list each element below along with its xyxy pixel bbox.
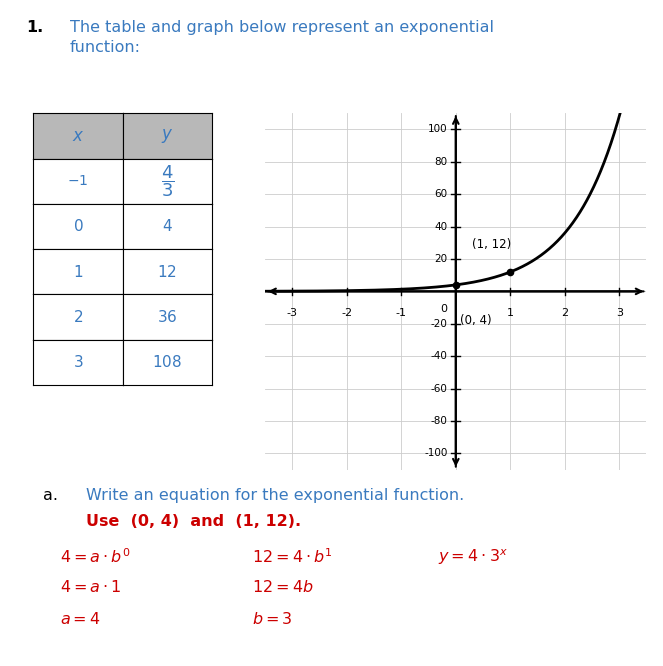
Text: Use  (0, 4)  and  (1, 12).: Use (0, 4) and (1, 12). — [86, 514, 301, 529]
Text: 80: 80 — [434, 157, 448, 166]
Text: $y$: $y$ — [161, 127, 174, 145]
Text: -1: -1 — [396, 308, 407, 318]
Text: $-1$: $-1$ — [67, 174, 89, 188]
Text: 1: 1 — [507, 308, 514, 318]
Text: $0$: $0$ — [72, 218, 84, 234]
Text: $b = 3$: $b = 3$ — [252, 611, 292, 627]
Text: $4$: $4$ — [162, 218, 173, 234]
Text: $108$: $108$ — [152, 354, 182, 370]
Text: $x$: $x$ — [72, 127, 84, 145]
Text: a.: a. — [43, 488, 58, 503]
Text: 3: 3 — [616, 308, 623, 318]
Text: -60: -60 — [431, 384, 448, 394]
Text: -3: -3 — [287, 308, 298, 318]
Text: -20: -20 — [431, 319, 448, 329]
Text: $2$: $2$ — [73, 309, 83, 325]
Text: $12 = 4 \cdot b^1$: $12 = 4 \cdot b^1$ — [252, 547, 333, 566]
Text: $a = 4$: $a = 4$ — [60, 611, 100, 627]
Text: -80: -80 — [431, 416, 448, 426]
Text: 20: 20 — [434, 254, 448, 264]
Text: -2: -2 — [341, 308, 353, 318]
Text: $y = 4 \cdot 3^x$: $y = 4 \cdot 3^x$ — [438, 547, 508, 567]
Text: 0: 0 — [441, 304, 448, 314]
Text: $3$: $3$ — [73, 354, 83, 370]
Text: $12$: $12$ — [158, 264, 177, 280]
Text: -40: -40 — [431, 351, 448, 361]
Text: (1, 12): (1, 12) — [472, 238, 511, 251]
Text: 2: 2 — [561, 308, 568, 318]
Text: $1$: $1$ — [73, 264, 83, 280]
Text: $4 = a \cdot b^0$: $4 = a \cdot b^0$ — [60, 547, 130, 566]
Text: $36$: $36$ — [157, 309, 178, 325]
Text: -100: -100 — [424, 448, 448, 458]
Text: 40: 40 — [434, 222, 448, 232]
Text: 1.: 1. — [27, 20, 44, 35]
Text: 60: 60 — [434, 189, 448, 199]
Text: $12 = 4b$: $12 = 4b$ — [252, 579, 314, 595]
Text: Write an equation for the exponential function.: Write an equation for the exponential fu… — [86, 488, 465, 503]
Text: $\dfrac{4}{3}$: $\dfrac{4}{3}$ — [160, 163, 174, 199]
Text: $4 = a \cdot 1$: $4 = a \cdot 1$ — [60, 579, 121, 595]
Text: (0, 4): (0, 4) — [460, 314, 492, 327]
Text: 100: 100 — [428, 125, 448, 135]
Text: The table and graph below represent an exponential
function:: The table and graph below represent an e… — [70, 20, 494, 55]
